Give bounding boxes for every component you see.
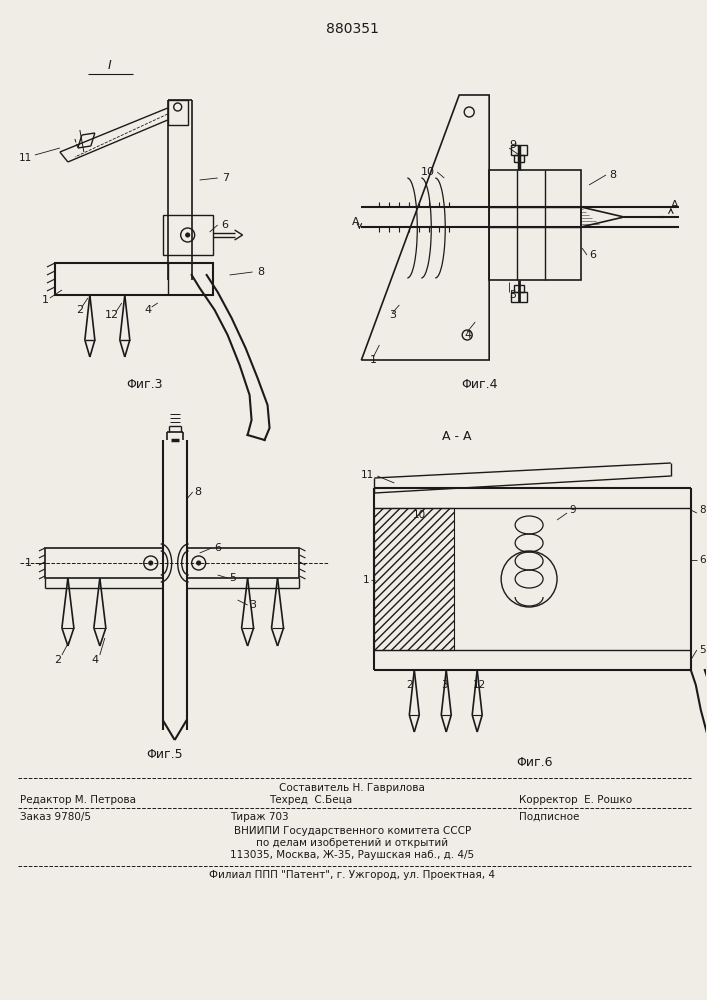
Text: 9: 9 (569, 505, 575, 515)
Text: А - А: А - А (443, 430, 472, 443)
Text: Редактор М. Петрова: Редактор М. Петрова (20, 795, 136, 805)
Text: 2: 2 (76, 305, 83, 315)
Text: Тираж 703: Тираж 703 (230, 812, 288, 822)
Text: A: A (352, 217, 359, 227)
Text: 12: 12 (105, 310, 119, 320)
Text: 6: 6 (221, 220, 228, 230)
Text: Φиг.6: Φиг.6 (516, 756, 552, 769)
Text: 10: 10 (421, 167, 436, 177)
Text: 8: 8 (609, 170, 616, 180)
Text: по делам изобретений и открытий: по делам изобретений и открытий (257, 838, 448, 848)
Text: 11: 11 (361, 470, 375, 480)
Text: A: A (671, 200, 679, 210)
Text: Филиал ППП "Патент", г. Ужгород, ул. Проектная, 4: Филиал ППП "Патент", г. Ужгород, ул. Про… (209, 870, 496, 880)
Text: 4: 4 (464, 330, 472, 340)
Text: 5: 5 (230, 573, 237, 583)
Text: 5: 5 (509, 290, 516, 300)
Text: Φиг.4: Φиг.4 (461, 378, 498, 391)
Text: 6: 6 (699, 555, 706, 565)
Text: Техред  С.Беца: Техред С.Беца (269, 795, 353, 805)
Text: 1: 1 (42, 295, 48, 305)
Text: 1: 1 (363, 575, 369, 585)
Text: 4: 4 (144, 305, 151, 315)
Text: 11: 11 (18, 153, 32, 163)
Text: 4: 4 (91, 655, 98, 665)
Circle shape (148, 561, 153, 565)
Text: 8: 8 (257, 267, 264, 277)
Text: 3: 3 (390, 310, 397, 320)
Text: 113035, Москва, Ж-35, Раушская наб., д. 4/5: 113035, Москва, Ж-35, Раушская наб., д. … (230, 850, 474, 860)
Text: 2: 2 (54, 655, 62, 665)
Text: 3: 3 (250, 600, 257, 610)
Circle shape (186, 233, 189, 237)
Circle shape (197, 561, 201, 565)
Text: 880351: 880351 (326, 22, 379, 36)
Text: 5: 5 (699, 645, 706, 655)
Text: 6: 6 (589, 250, 596, 260)
Text: 10: 10 (413, 510, 426, 520)
Text: 1: 1 (25, 558, 32, 568)
Text: 6: 6 (215, 543, 221, 553)
Text: 12: 12 (472, 680, 486, 690)
Text: 2: 2 (406, 680, 413, 690)
Text: Φиг.3: Φиг.3 (127, 378, 163, 391)
Text: Подписное: Подписное (519, 812, 580, 822)
Text: 8: 8 (194, 487, 201, 497)
Text: Составитель Н. Гаврилова: Составитель Н. Гаврилова (279, 783, 426, 793)
Text: 7: 7 (221, 173, 229, 183)
Text: Заказ 9780/5: Заказ 9780/5 (20, 812, 91, 822)
Text: Корректор  Е. Рошко: Корректор Е. Рошко (519, 795, 632, 805)
Text: ВНИИПИ Государственного комитета СССР: ВНИИПИ Государственного комитета СССР (234, 826, 471, 836)
Text: 8: 8 (699, 505, 706, 515)
Text: 3: 3 (441, 680, 448, 690)
Text: I: I (108, 59, 112, 72)
Text: 9: 9 (509, 140, 516, 150)
Text: Φиг.5: Φиг.5 (146, 748, 183, 761)
Text: 1: 1 (369, 355, 376, 365)
